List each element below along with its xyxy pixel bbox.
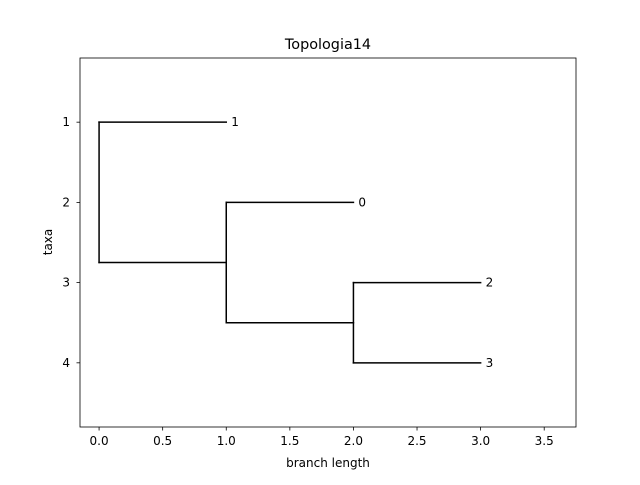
- y-tick-label: 2: [62, 195, 70, 209]
- leaf-label-3: 3: [486, 356, 494, 370]
- y-tick-label: 1: [62, 115, 70, 129]
- leaf-label-1: 1: [231, 115, 239, 129]
- x-axis-ticks: 0.0 0.5 1.0 1.5 2.0 2.5 3.0 3.5: [90, 427, 554, 448]
- x-axis-label: branch length: [286, 456, 370, 470]
- x-tick-label: 0.0: [90, 434, 109, 448]
- chart-title: Topologia14: [284, 37, 371, 53]
- x-tick-label: 3.5: [535, 434, 554, 448]
- y-tick-label: 3: [62, 276, 70, 290]
- x-tick-label: 1.5: [280, 434, 299, 448]
- y-tick-label: 4: [62, 356, 70, 370]
- x-tick-label: 3.0: [471, 434, 490, 448]
- y-axis-label: taxa: [41, 229, 55, 256]
- plot-frame: [79, 57, 577, 428]
- leaf-labels: 1 0 2 3: [231, 115, 493, 370]
- x-tick-label: 2.5: [407, 434, 426, 448]
- tree-branches: [98, 121, 482, 364]
- y-axis-ticks: 1 2 3 4: [62, 115, 80, 370]
- leaf-label-0: 0: [358, 195, 366, 209]
- x-tick-label: 0.5: [153, 434, 172, 448]
- x-tick-label: 2.0: [344, 434, 363, 448]
- leaf-label-2: 2: [486, 276, 494, 290]
- x-tick-label: 1.0: [217, 434, 236, 448]
